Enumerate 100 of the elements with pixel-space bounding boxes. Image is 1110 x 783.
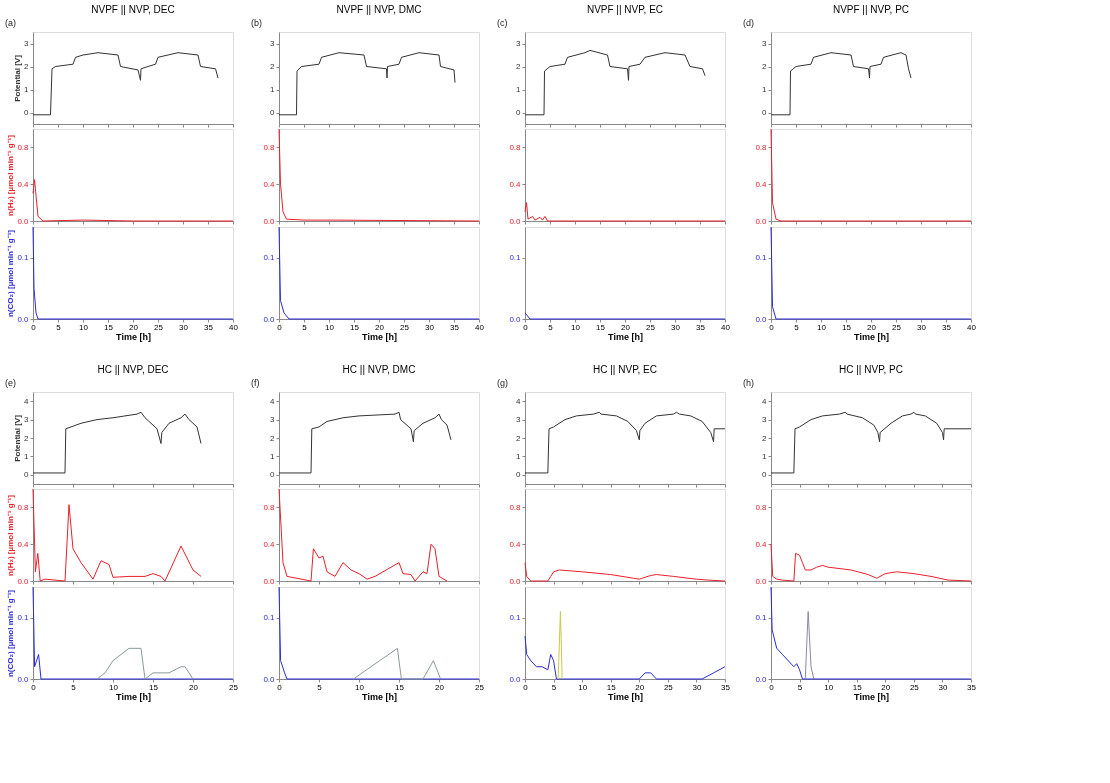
y-tick-label: 1	[270, 451, 276, 461]
line-series	[32, 226, 234, 320]
y-tick-label: 0.8	[17, 502, 30, 512]
x-axis-title: Time [h]	[116, 691, 151, 702]
x-tick-label: 40	[475, 322, 485, 332]
y-tick-label: 0	[270, 108, 276, 117]
y-tick-label: 3	[24, 415, 30, 425]
y-tick-label: 0.4	[263, 539, 276, 549]
y-tick-label: 0.0	[263, 216, 276, 226]
x-tick-label: 5	[71, 682, 77, 692]
y-tick-label: 2	[24, 62, 30, 71]
y-tick-label: 1	[762, 85, 768, 94]
y-tick-label: 0.0	[17, 216, 30, 226]
y-tick-label: 0.1	[755, 253, 768, 263]
y-axis-title: Potential [V]	[13, 414, 23, 462]
y-tick-label: 0.1	[263, 253, 276, 263]
y-tick-label: 0	[24, 470, 30, 480]
y-tick-label: 0.8	[509, 142, 522, 152]
y-tick-label: 0.0	[509, 314, 522, 324]
x-tick-label: 20	[621, 322, 631, 332]
x-tick-label: 30	[179, 322, 189, 332]
y-tick-label: 0.4	[509, 179, 522, 189]
y-tick-label: 0.4	[263, 179, 276, 189]
x-tick-label: 10	[355, 682, 365, 692]
x-tick-label: 10	[578, 682, 588, 692]
y-tick-label: 0.1	[755, 613, 768, 623]
chart-title: NVPF || NVP, PC	[832, 4, 910, 15]
text: (e)	[5, 378, 16, 388]
y-tick-label: 0.4	[17, 539, 30, 549]
y-tick-label: 0.0	[17, 674, 30, 684]
line-series	[278, 128, 480, 222]
y-tick-label: 0	[24, 108, 30, 117]
y-tick-label: 0.0	[755, 314, 768, 324]
y-tick-label: 3	[270, 39, 276, 48]
line-series	[32, 411, 202, 474]
x-tick-label: 5	[794, 322, 800, 332]
y-tick-label: 0.0	[17, 576, 30, 586]
chart-title: NVPF || NVP, DEC	[91, 4, 175, 15]
y-tick-label: 2	[270, 433, 276, 443]
y-tick-label: 0.0	[755, 674, 768, 684]
chart-title: HC || NVP, DMC	[342, 364, 416, 375]
x-tick-label: 40	[967, 322, 977, 332]
y-tick-label: 0.0	[263, 314, 276, 324]
line-series	[278, 586, 480, 680]
y-tick-label: 2	[270, 62, 276, 71]
x-axis-title: Time [h]	[116, 331, 151, 342]
text: (h)	[743, 378, 754, 388]
x-tick-label: 0	[277, 682, 283, 692]
y-tick-label: 0.0	[263, 576, 276, 586]
x-tick-label: 0	[769, 682, 775, 692]
x-tick-label: 5	[302, 322, 308, 332]
x-tick-label: 10	[571, 322, 581, 332]
x-axis-title: Time [h]	[608, 691, 643, 702]
y-tick-label: 3	[762, 39, 768, 48]
y-tick-label: 4	[762, 396, 768, 406]
x-axis-title: Time [h]	[854, 691, 889, 702]
text: (a)	[5, 18, 16, 28]
x-tick-label: 25	[475, 682, 485, 692]
chart-title: HC || NVP, PC	[839, 364, 903, 375]
line-series	[278, 52, 456, 116]
x-tick-label: 35	[450, 322, 460, 332]
line-series	[32, 586, 234, 680]
x-tick-label: 20	[881, 682, 891, 692]
line-series	[524, 411, 726, 474]
x-tick-label: 15	[149, 682, 159, 692]
y-tick-label: 0.4	[509, 539, 522, 549]
y-tick-label: 0.0	[509, 576, 522, 586]
x-axis-title: Time [h]	[608, 331, 643, 342]
x-tick-label: 20	[635, 682, 645, 692]
x-tick-label: 10	[109, 682, 119, 692]
y-tick-label: 0	[762, 470, 768, 480]
x-tick-label: 10	[325, 322, 335, 332]
y-tick-label: 0.1	[509, 613, 522, 623]
y-tick-label: 3	[270, 415, 276, 425]
y-tick-label: 2	[24, 433, 30, 443]
x-tick-label: 20	[375, 322, 385, 332]
line-series	[96, 647, 194, 680]
y-tick-label: 0.8	[263, 142, 276, 152]
x-tick-label: 10	[817, 322, 827, 332]
y-tick-label: 0.4	[755, 179, 768, 189]
y-tick-label: 0	[270, 470, 276, 480]
x-tick-label: 20	[435, 682, 445, 692]
x-tick-label: 25	[154, 322, 164, 332]
chart-title: HC || NVP, EC	[593, 364, 657, 375]
x-tick-label: 35	[204, 322, 214, 332]
y-tick-label: 4	[24, 396, 30, 406]
x-tick-label: 0	[523, 322, 529, 332]
x-tick-label: 30	[692, 682, 702, 692]
y-tick-label: 0.1	[17, 253, 30, 263]
y-tick-label: 0.0	[17, 314, 30, 324]
y-tick-label: 0.8	[509, 502, 522, 512]
y-tick-label: 0.0	[755, 216, 768, 226]
x-tick-label: 25	[892, 322, 902, 332]
x-tick-label: 35	[942, 322, 952, 332]
x-tick-label: 0	[31, 682, 37, 692]
y-tick-label: 0.8	[755, 502, 768, 512]
x-tick-label: 10	[824, 682, 834, 692]
y-tick-label: 4	[270, 396, 276, 406]
y-tick-label: 3	[516, 415, 522, 425]
x-tick-label: 5	[548, 322, 554, 332]
